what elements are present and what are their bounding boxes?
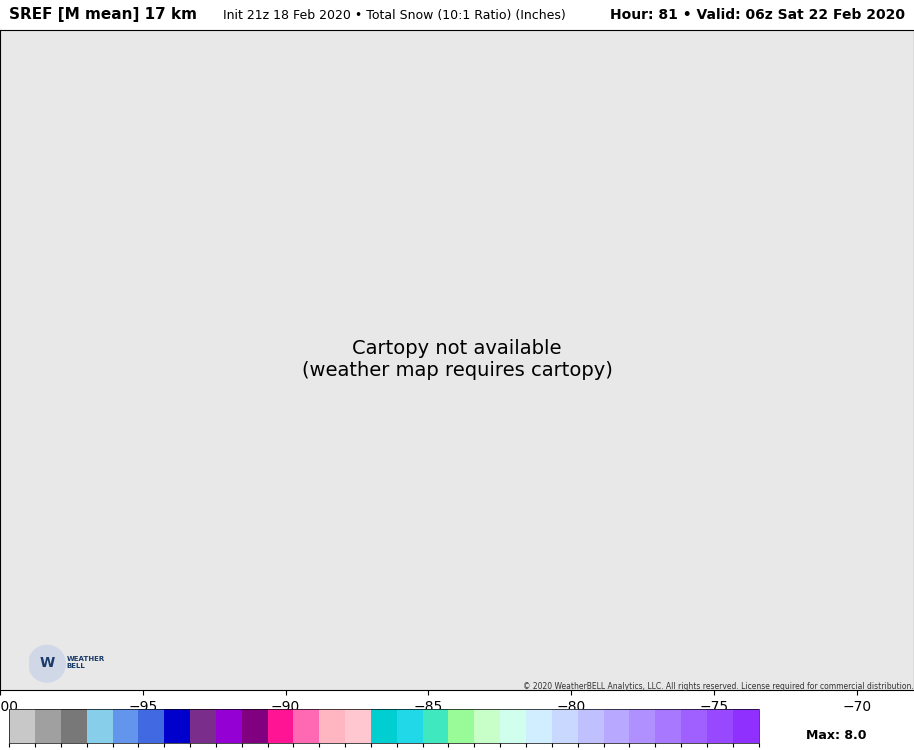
Text: Cartopy not available
(weather map requires cartopy): Cartopy not available (weather map requi…	[302, 340, 612, 380]
Text: W: W	[39, 656, 55, 670]
Circle shape	[28, 645, 65, 682]
Text: SREF [M mean] 17 km: SREF [M mean] 17 km	[9, 8, 197, 22]
Text: Hour: 81 • Valid: 06z Sat 22 Feb 2020: Hour: 81 • Valid: 06z Sat 22 Feb 2020	[610, 8, 905, 22]
Text: © 2020 WeatherBELL Analytics, LLC. All rights reserved. License required for com: © 2020 WeatherBELL Analytics, LLC. All r…	[523, 682, 914, 691]
Text: Init 21z 18 Feb 2020 • Total Snow (10:1 Ratio) (Inches): Init 21z 18 Feb 2020 • Total Snow (10:1 …	[219, 8, 566, 22]
Text: Max: 8.0: Max: 8.0	[806, 729, 866, 742]
Text: WEATHER
BELL: WEATHER BELL	[67, 656, 104, 669]
